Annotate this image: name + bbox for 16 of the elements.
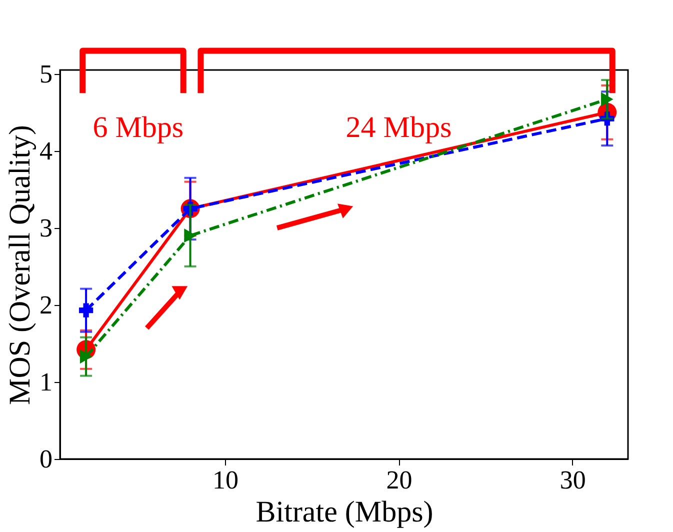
x-axis-title: Bitrate (Mbps) (256, 496, 434, 528)
y-tick-label: 0 (40, 444, 52, 474)
point (601, 92, 614, 106)
x-tick-label: 10 (212, 466, 239, 494)
x-tick-label: 30 (560, 466, 586, 494)
y-tick-label: 3 (40, 213, 52, 242)
annotation: 6 Mbps (92, 110, 184, 144)
x-tick-label: 20 (386, 466, 412, 494)
y-tick-label: 5 (40, 59, 52, 88)
point (78, 303, 94, 318)
y-tick-label: 1 (40, 367, 52, 396)
y-tick-label: 2 (40, 290, 52, 320)
y-tick-label: 4 (40, 136, 52, 166)
point (184, 228, 196, 243)
y-axis-title: MOS (Overall Quality) (4, 125, 36, 405)
annotation: 24 Mbps (346, 110, 452, 144)
